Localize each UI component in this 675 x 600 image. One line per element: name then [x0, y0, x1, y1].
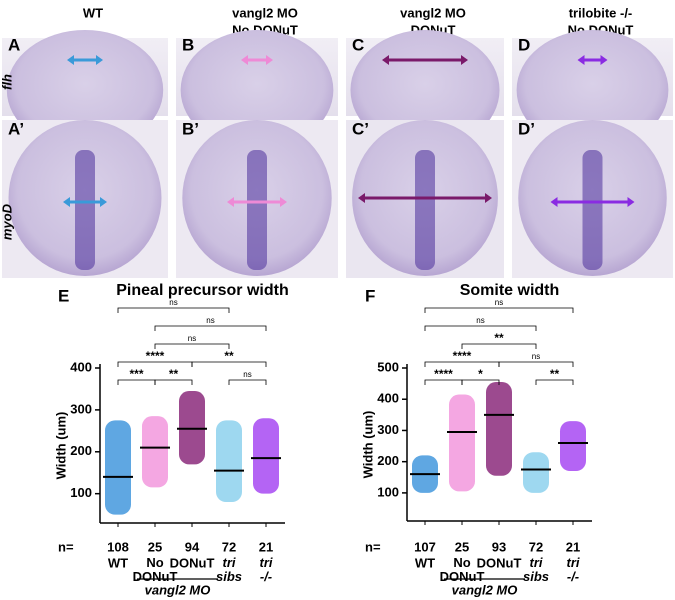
somites [75, 150, 95, 270]
group-label: vangl2 MO [145, 582, 211, 597]
range [523, 452, 549, 493]
n-value: 93 [492, 539, 506, 554]
y-tick-label: 100 [70, 485, 92, 500]
bracket [535, 379, 574, 385]
y-axis-label: Width (um) [360, 411, 375, 479]
significance: **** [453, 349, 472, 363]
bracket [154, 379, 193, 385]
significance: ** [169, 367, 179, 381]
y-tick-label: 200 [377, 453, 399, 468]
row-label: myoD [0, 203, 14, 240]
bracket [461, 379, 500, 385]
bracket [154, 343, 230, 349]
y-axis-label: Width (um) [53, 412, 68, 480]
y-tick-label: 300 [377, 422, 399, 437]
range [449, 394, 475, 492]
range [560, 421, 586, 472]
arrow-head [241, 55, 273, 65]
x-tick-label: DONuT [170, 555, 215, 570]
n-value: 25 [455, 539, 469, 554]
n-value: 107 [414, 539, 436, 554]
arrow-head [227, 197, 287, 207]
column-header: vangl2 MO [400, 5, 466, 20]
significance: **** [146, 349, 165, 363]
range [253, 418, 279, 494]
y-tick-label: 100 [377, 484, 399, 499]
bracket [191, 361, 267, 367]
bracket [117, 307, 230, 313]
panel-letter: C’ [352, 119, 369, 138]
bracket [498, 361, 574, 367]
panel-letter: B’ [182, 119, 199, 138]
y-tick-label: 400 [377, 391, 399, 406]
panel-letter: F [365, 286, 375, 305]
significance: ns [532, 352, 540, 361]
significance: **** [434, 367, 453, 381]
x-tick-label: No DONuT [440, 555, 485, 584]
somites [247, 150, 267, 270]
n-value: 72 [222, 539, 236, 554]
arrow-head [577, 55, 608, 65]
x-tick-label: DONuT [477, 555, 522, 570]
bracket [154, 325, 267, 331]
range [486, 382, 512, 476]
row-label: flh [0, 74, 14, 90]
n-value: 94 [185, 539, 200, 554]
x-tick-label: No DONuT [133, 555, 178, 584]
x-tick-label: tri -/- [567, 555, 580, 584]
significance: ** [550, 367, 560, 381]
n-value: 25 [148, 539, 162, 554]
chart-title: Pineal precursor width [116, 282, 288, 299]
somites [582, 150, 603, 270]
panel-letter: D’ [518, 119, 535, 138]
significance: ns [495, 298, 503, 307]
x-tick-label: tri sibs [523, 555, 549, 584]
bracket [228, 379, 267, 385]
y-tick-label: 300 [70, 401, 92, 416]
bracket [461, 343, 537, 349]
column-header: trilobite -/- [569, 5, 633, 20]
n-value: 21 [566, 539, 580, 554]
significance: ns [169, 298, 177, 307]
bracket [424, 325, 537, 331]
bracket [424, 307, 574, 313]
group-label: vangl2 MO [452, 582, 518, 597]
x-tick-label: WT [415, 555, 435, 570]
x-tick-label: tri -/- [260, 555, 273, 584]
panel-letter: B [182, 35, 194, 54]
significance: ns [206, 316, 214, 325]
panel-letter: E [58, 286, 69, 305]
significance: * [478, 367, 483, 381]
significance: ns [476, 316, 484, 325]
n-value: 108 [107, 539, 129, 554]
column-header: vangl2 MO [232, 5, 298, 20]
range [216, 420, 242, 503]
n-value: 72 [529, 539, 543, 554]
n-value: 21 [259, 539, 273, 554]
somites [415, 150, 435, 270]
significance: ns [243, 370, 251, 379]
significance: ** [494, 331, 504, 345]
n-label: n= [365, 539, 381, 554]
n-label: n= [58, 539, 74, 554]
panel-letter: A [8, 35, 20, 54]
x-tick-label: WT [108, 555, 128, 570]
panel-letter: A’ [8, 119, 24, 138]
significance: *** [129, 367, 143, 381]
y-tick-label: 400 [70, 359, 92, 374]
chart-title: Somite width [460, 282, 560, 299]
panel-letter: C [352, 35, 364, 54]
x-tick-label: tri sibs [216, 555, 242, 584]
y-tick-label: 200 [70, 443, 92, 458]
significance: ** [224, 349, 234, 363]
range [105, 420, 131, 515]
range [142, 416, 168, 488]
panel-letter: D [518, 35, 530, 54]
significance: ns [188, 334, 196, 343]
y-tick-label: 500 [377, 359, 399, 374]
range [179, 391, 205, 465]
column-header: WT [83, 5, 103, 20]
